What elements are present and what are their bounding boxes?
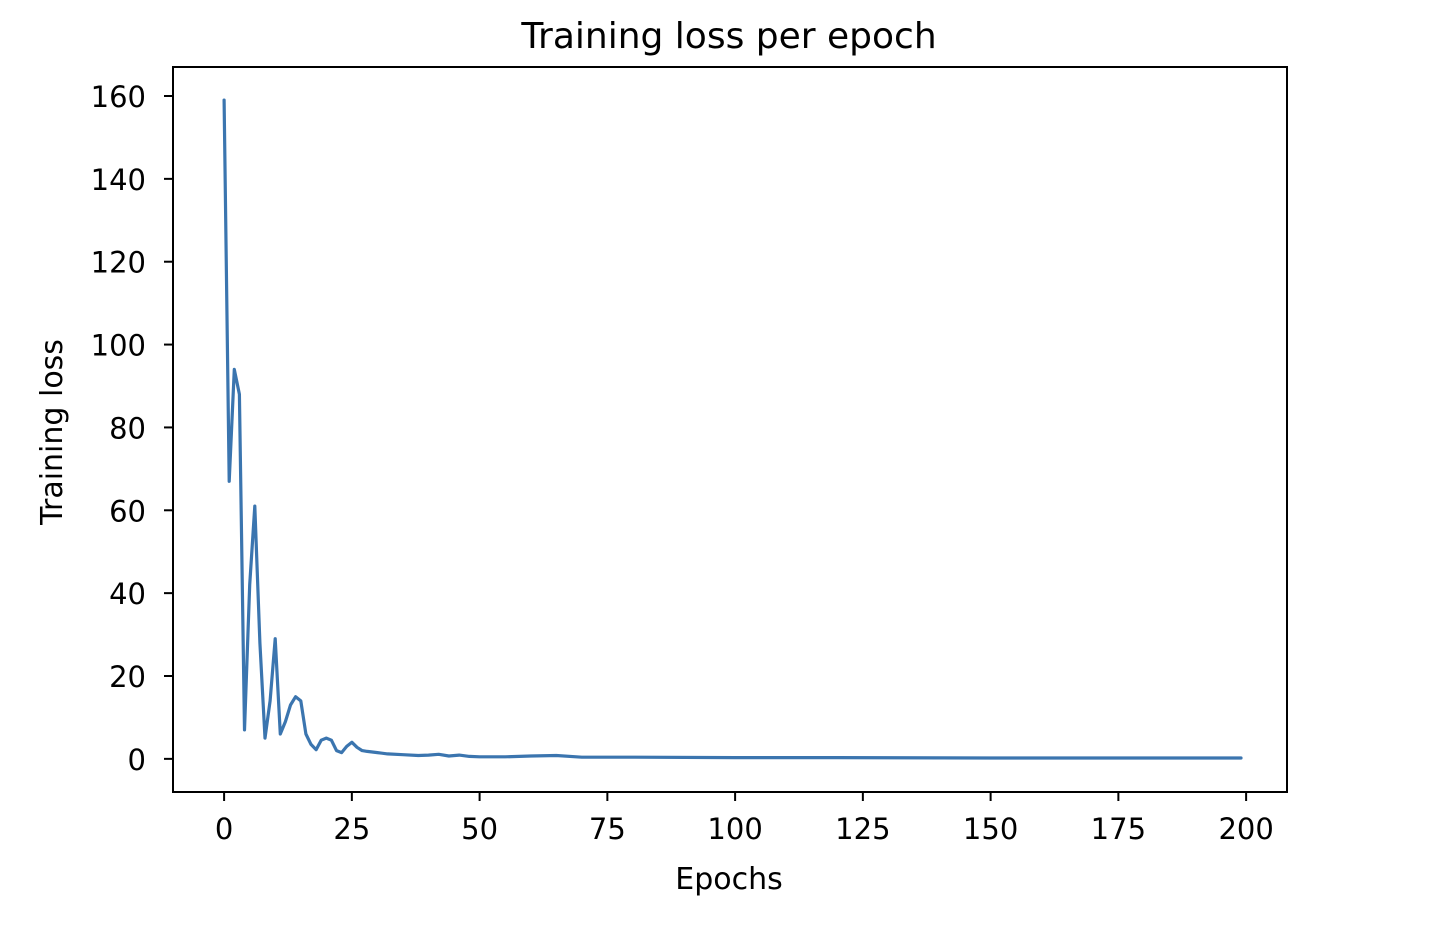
x-tick-label: 125: [835, 812, 890, 846]
series-line: [222, 98, 1243, 760]
x-tick-label: 200: [1218, 812, 1273, 846]
y-tick-label: 160: [91, 80, 146, 114]
y-tick-label: 100: [91, 329, 146, 363]
x-tick-label: 50: [461, 812, 498, 846]
y-tick-label: 40: [109, 577, 146, 611]
chart-title: Training loss per epoch: [520, 16, 936, 57]
x-tick-label: 75: [589, 812, 626, 846]
x-tick-label: 175: [1091, 812, 1146, 846]
y-tick-label: 140: [91, 163, 146, 197]
plot-area: [173, 67, 1287, 792]
y-tick-label: 0: [128, 743, 146, 777]
y-tick-label: 60: [109, 494, 146, 528]
y-tick-label: 20: [109, 660, 146, 694]
x-axis: 0 25 50 75 100 125 150 175 200: [215, 792, 1274, 846]
plot-frame: [172, 66, 1288, 793]
x-tick-label: 100: [707, 812, 762, 846]
x-tick-label: 25: [333, 812, 370, 846]
x-tick-label: 150: [963, 812, 1018, 846]
y-tick-label: 80: [109, 411, 146, 445]
x-axis-label: Epochs: [675, 862, 783, 897]
y-axis-label: Training loss: [35, 339, 70, 526]
y-tick-label: 120: [91, 246, 146, 280]
y-axis: 0 20 40 60 80 100 120 140 160: [91, 80, 173, 777]
x-tick-label: 0: [215, 812, 233, 846]
